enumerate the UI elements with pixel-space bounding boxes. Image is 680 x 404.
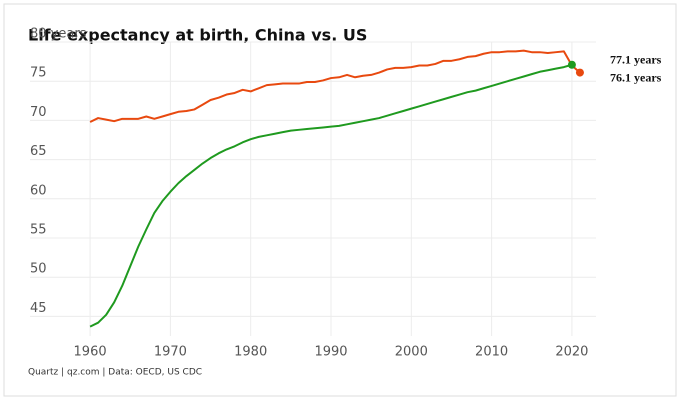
data-label: 76.1 years [610,70,662,84]
series-line [89,49,581,123]
y-tick-label: 70 [30,105,47,120]
data-label: 77.1 years [610,52,662,66]
y-tick-label: 75 [30,66,47,81]
end-dot [575,68,584,77]
chart-title: Life expectancy at birth, China vs. US [28,26,367,45]
y-tick-label: 60 [30,183,47,198]
y-tick-label: 55 [30,223,47,238]
series-line [89,63,573,328]
x-tick-label: 2000 [395,345,428,360]
y-tick-label: 45 [30,301,47,316]
x-tick-label: 1960 [74,345,107,360]
y-tick-label: 65 [30,144,47,159]
x-tick-label: 1970 [154,345,187,360]
x-tick-label: 2020 [555,345,588,360]
end-dot [567,60,576,69]
card [3,3,677,397]
x-tick-label: 1990 [314,345,347,360]
y-tick-label: 80 years [30,27,87,42]
x-tick-label: 1980 [234,345,267,360]
source: Quartz | qz.com | Data: OECD, US CDC [28,368,202,378]
x-tick-label: 2010 [475,345,508,360]
y-tick-label: 50 [30,262,47,277]
